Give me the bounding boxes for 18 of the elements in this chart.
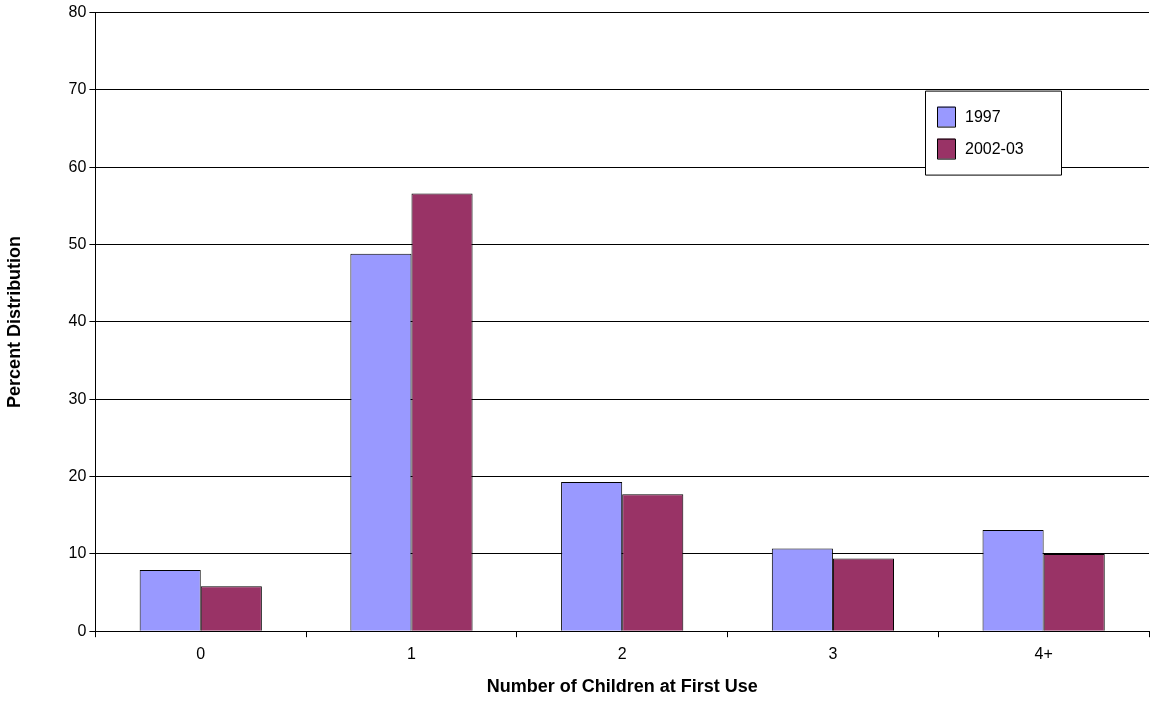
y-tick-label: 20 <box>68 466 87 484</box>
y-tick-label: 70 <box>68 80 87 98</box>
legend-label: 2002-03 <box>965 140 1024 158</box>
x-tick-label: 0 <box>196 645 206 663</box>
x-tick-label: 3 <box>828 645 838 663</box>
y-axis-title: Percent Distribution <box>3 235 24 408</box>
y-tick-label: 40 <box>68 312 87 330</box>
y-tick-label: 80 <box>68 3 87 21</box>
x-tick-label: 1 <box>407 645 417 663</box>
y-tick-label: 50 <box>68 234 87 252</box>
y-tick-label: 60 <box>68 157 87 175</box>
y-tick-label: 30 <box>68 389 87 407</box>
y-tick-label: 10 <box>68 544 87 562</box>
x-axis-title: Number of Children at First Use <box>486 676 758 697</box>
legend-label: 1997 <box>965 108 1001 126</box>
x-tick-label: 4+ <box>1034 645 1053 663</box>
y-tick-label: 0 <box>77 621 87 639</box>
x-tick-label: 2 <box>617 645 627 663</box>
